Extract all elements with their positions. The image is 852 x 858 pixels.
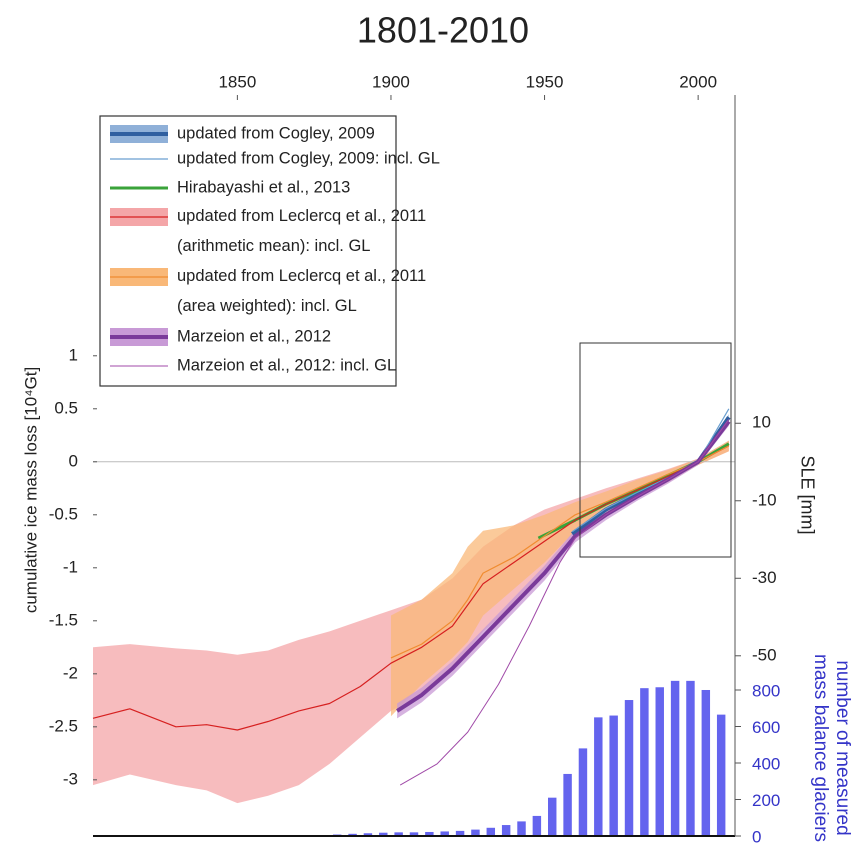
y3-tick-label: 800 <box>752 681 780 700</box>
bar <box>394 832 403 836</box>
y-tick-label: -1 <box>63 557 78 576</box>
y-tick-label: 1 <box>69 345 78 364</box>
y2-tick-label: -10 <box>752 490 777 509</box>
bar <box>532 815 542 836</box>
y3-axis-label: mass balance glaciers <box>810 654 831 842</box>
plot <box>92 408 735 836</box>
y-tick-label: -2.5 <box>49 716 78 735</box>
chart-title: 1801-2010 <box>357 10 529 51</box>
bar <box>440 831 449 836</box>
x-tick-label: 1900 <box>372 72 410 91</box>
legend-label: Hirabayashi et al., 2013 <box>177 178 350 196</box>
y3-axis-label: number of measured <box>832 660 852 835</box>
legend-label: updated from Cogley, 2009 <box>177 124 375 142</box>
bar <box>379 832 388 836</box>
bar <box>548 797 557 836</box>
bar <box>686 680 695 836</box>
bar <box>640 688 649 836</box>
bar <box>486 827 496 836</box>
x-tick-label: 2000 <box>679 72 717 91</box>
uncertainty-band <box>390 440 729 717</box>
x-tick-label: 1950 <box>526 72 564 91</box>
y-axis-label: cumulative ice mass loss [10⁴Gt] <box>21 367 40 613</box>
y-tick-label: -0.5 <box>49 504 78 523</box>
y-tick-label: -1.5 <box>49 610 78 629</box>
bar <box>563 773 572 836</box>
zoom-box <box>579 342 732 558</box>
bar <box>701 689 711 836</box>
bar <box>471 829 480 836</box>
legend-label: updated from Leclercq et al., 2011 (area … <box>177 267 426 315</box>
legend-label: Marzeion et al., 2012: incl. GL <box>177 356 396 374</box>
series-line <box>390 445 730 659</box>
bar <box>517 821 526 836</box>
x-tick-label: 1850 <box>218 72 256 91</box>
series-line <box>92 445 730 731</box>
legend-label: Marzeion et al., 2012 <box>177 327 331 345</box>
y2-tick-label: -50 <box>752 645 777 664</box>
y2-tick-label: 10 <box>752 413 771 432</box>
bands <box>93 414 729 804</box>
series-line <box>399 419 730 786</box>
y-tick-label: 0 <box>69 451 78 470</box>
bar <box>455 830 465 836</box>
legend-label: updated from Leclercq et al., 2011 (arith… <box>177 207 426 255</box>
y3-tick-label: 400 <box>752 754 780 773</box>
bar <box>578 748 588 836</box>
bar <box>609 715 618 836</box>
y3-tick-label: 600 <box>752 718 780 737</box>
bar <box>594 717 603 836</box>
y2-axis-label: SLE [mm] <box>797 455 817 534</box>
y-tick-label: 0.5 <box>54 398 78 417</box>
bar <box>624 700 634 836</box>
legend-label: updated from Cogley, 2009: incl. GL <box>177 149 440 167</box>
y-tick-label: -3 <box>63 769 78 788</box>
bar <box>655 687 664 836</box>
y3-tick-label: 0 <box>752 827 761 846</box>
bar <box>670 680 680 836</box>
y3-tick-label: 200 <box>752 791 780 810</box>
bar <box>716 714 726 836</box>
legend: updated from Cogley, 2009 updated from Co… <box>99 115 440 387</box>
bar <box>363 833 373 836</box>
bar <box>409 832 419 836</box>
bar <box>348 833 357 836</box>
bar <box>425 831 434 836</box>
y2-tick-label: -30 <box>752 568 777 587</box>
bar <box>501 825 511 836</box>
y-tick-label: -2 <box>63 663 78 682</box>
